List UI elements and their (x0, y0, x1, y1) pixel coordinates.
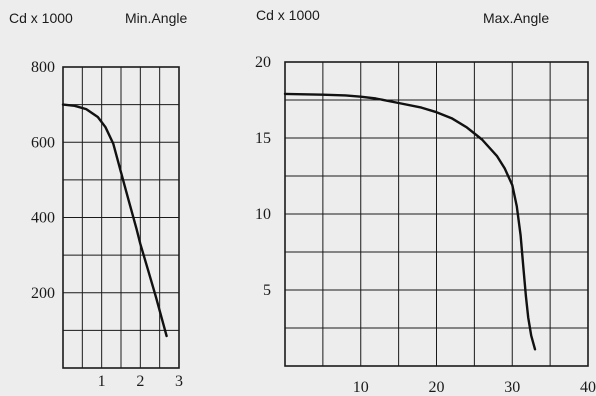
min-y-tick-label: 200 (31, 285, 55, 302)
max-x-tick-label: 20 (429, 379, 445, 396)
min-x-tick-label: 1 (98, 373, 106, 390)
min-plot-frame (62, 66, 180, 369)
min-y-tick-label: 400 (31, 210, 55, 227)
max-plot-frame (284, 61, 589, 367)
min-y-tick-label: 600 (31, 134, 55, 151)
max-y-tick-label: 10 (255, 206, 271, 223)
min-x-tick-label: 2 (136, 373, 144, 390)
min-chart-ylabel: Cd x 1000 (9, 10, 73, 26)
max-y-tick-label: 20 (255, 54, 271, 71)
max-x-tick-label: 30 (504, 379, 520, 396)
max-series-line (283, 92, 537, 351)
max-x-tick-label: 10 (353, 379, 369, 396)
max-chart-ylabel: Cd x 1000 (256, 7, 320, 23)
max-x-tick-label: 40 (580, 379, 596, 396)
max-y-tick-label: 5 (263, 282, 271, 299)
max-angle-chart: 10 20 30 40 5 10 15 20 (255, 54, 596, 396)
min-y-tick-label: 800 (31, 59, 55, 76)
min-series-line (61, 103, 168, 338)
min-chart-title: Min.Angle (125, 10, 187, 26)
max-y-tick-label: 15 (255, 130, 271, 147)
min-x-tick-label: 3 (175, 373, 183, 390)
max-chart-title: Max.Angle (483, 10, 549, 26)
min-angle-chart: 1 2 3 200 400 600 800 (31, 59, 183, 390)
